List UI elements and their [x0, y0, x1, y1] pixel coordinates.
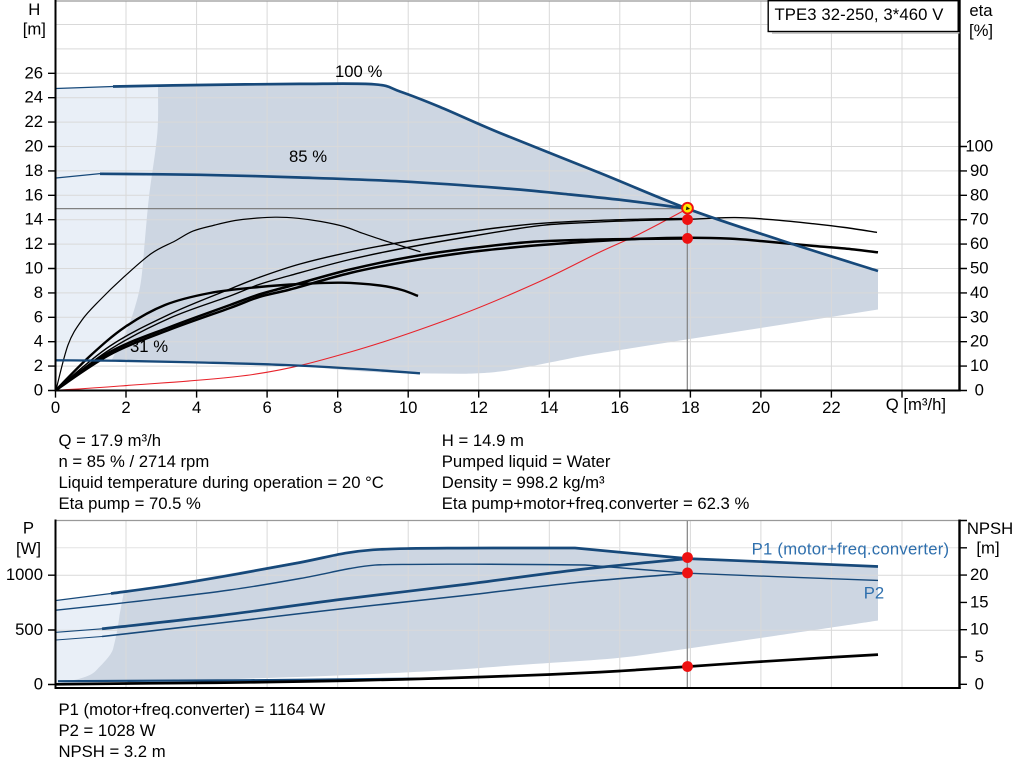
- svg-text:n = 85 % / 2714 rpm: n = 85 % / 2714 rpm: [59, 452, 210, 471]
- svg-text:0: 0: [975, 674, 984, 693]
- svg-text:8: 8: [34, 283, 43, 302]
- svg-text:0: 0: [51, 398, 60, 417]
- svg-text:100 %: 100 %: [335, 62, 382, 81]
- svg-text:0: 0: [34, 381, 43, 400]
- svg-text:Eta pump+motor+freq.converter: Eta pump+motor+freq.converter = 62.3 %: [442, 494, 750, 513]
- svg-text:[%]: [%]: [969, 21, 993, 40]
- svg-text:18: 18: [24, 161, 43, 180]
- svg-text:H = 14.9 m: H = 14.9 m: [442, 431, 524, 450]
- svg-text:2: 2: [34, 356, 43, 375]
- svg-text:14: 14: [24, 210, 43, 229]
- svg-text:Eta pump = 70.5 %: Eta pump = 70.5 %: [59, 494, 202, 513]
- svg-text:10: 10: [24, 259, 43, 278]
- svg-text:1000: 1000: [6, 565, 43, 584]
- svg-text:20: 20: [970, 332, 989, 351]
- svg-text:30: 30: [970, 307, 989, 326]
- svg-text:Pumped liquid = Water: Pumped liquid = Water: [442, 452, 611, 471]
- svg-text:10: 10: [399, 398, 418, 417]
- svg-text:50: 50: [970, 259, 989, 278]
- svg-text:10: 10: [970, 620, 989, 639]
- svg-text:90: 90: [970, 161, 989, 180]
- svg-text:100: 100: [965, 137, 993, 156]
- svg-text:16: 16: [611, 398, 630, 417]
- svg-text:5: 5: [975, 647, 984, 666]
- svg-text:H: H: [28, 0, 40, 19]
- svg-text:6: 6: [262, 398, 271, 417]
- svg-text:14: 14: [540, 398, 559, 417]
- svg-text:500: 500: [15, 620, 43, 639]
- svg-text:31 %: 31 %: [130, 337, 168, 356]
- svg-text:4: 4: [34, 332, 43, 351]
- svg-text:22: 22: [24, 112, 43, 131]
- svg-text:[W]: [W]: [16, 539, 41, 558]
- svg-text:Liquid temperature during oper: Liquid temperature during operation = 20…: [59, 473, 384, 492]
- svg-text:Density = 998.2 kg/m³: Density = 998.2 kg/m³: [442, 473, 605, 492]
- svg-text:NPSH: NPSH: [967, 519, 1013, 538]
- svg-text:0: 0: [975, 381, 984, 400]
- svg-text:20: 20: [752, 398, 771, 417]
- svg-text:85 %: 85 %: [289, 147, 327, 166]
- svg-text:4: 4: [192, 398, 201, 417]
- svg-text:P: P: [23, 518, 34, 537]
- svg-text:P2: P2: [864, 584, 884, 603]
- svg-text:NPSH = 3.2 m: NPSH = 3.2 m: [59, 742, 166, 761]
- svg-text:P1 (motor+freq.converter): P1 (motor+freq.converter): [752, 540, 950, 559]
- svg-text:18: 18: [681, 398, 700, 417]
- svg-text:15: 15: [970, 592, 989, 611]
- svg-text:12: 12: [469, 398, 488, 417]
- svg-text:22: 22: [822, 398, 841, 417]
- svg-text:P2 = 1028 W: P2 = 1028 W: [59, 721, 156, 740]
- svg-text:8: 8: [333, 398, 342, 417]
- svg-text:24: 24: [24, 88, 43, 107]
- svg-text:TPE3 32-250, 3*460 V: TPE3 32-250, 3*460 V: [775, 5, 945, 24]
- svg-text:80: 80: [970, 185, 989, 204]
- svg-text:20: 20: [24, 137, 43, 156]
- svg-text:0: 0: [34, 675, 43, 694]
- svg-text:16: 16: [24, 185, 43, 204]
- svg-text:40: 40: [970, 283, 989, 302]
- svg-text:12: 12: [24, 234, 43, 253]
- svg-text:P1 (motor+freq.converter) = 11: P1 (motor+freq.converter) = 1164 W: [59, 700, 326, 719]
- svg-text:eta: eta: [969, 1, 993, 20]
- svg-text:Q [m³/h]: Q [m³/h]: [886, 395, 946, 414]
- svg-text:[m]: [m]: [23, 20, 46, 39]
- svg-text:[m]: [m]: [976, 539, 999, 558]
- svg-text:6: 6: [34, 307, 43, 326]
- svg-text:Q = 17.9 m³/h: Q = 17.9 m³/h: [59, 431, 162, 450]
- svg-text:26: 26: [24, 63, 43, 82]
- svg-text:2: 2: [121, 398, 130, 417]
- svg-text:20: 20: [970, 565, 989, 584]
- svg-text:70: 70: [970, 210, 989, 229]
- svg-text:60: 60: [970, 234, 989, 253]
- svg-text:10: 10: [970, 356, 989, 375]
